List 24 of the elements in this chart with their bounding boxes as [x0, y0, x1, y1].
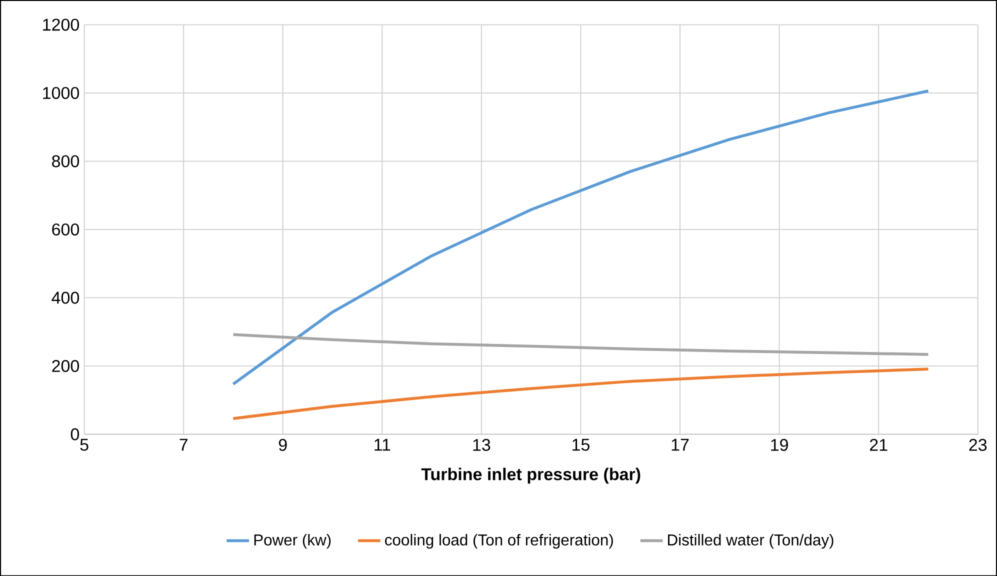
x-tick-label: 15 [572, 438, 590, 451]
x-tick-label: 17 [672, 438, 689, 450]
legend-label: Distilled water (Ton/day) [668, 534, 834, 548]
x-tick-label: 5 [80, 438, 88, 451]
legend-label: cooling load (Ton of refrigeration) [385, 534, 613, 548]
line-series [232, 89, 930, 386]
line-series [232, 333, 930, 356]
x-axis-title: Turbine inlet pressure (bar) [421, 468, 640, 484]
x-tick-label: 11 [374, 438, 390, 450]
y-tick-label: 800 [52, 155, 80, 168]
y-tick-label: 1000 [43, 86, 80, 99]
x-tick-label: 13 [473, 438, 490, 451]
x-tick-label: 21 [870, 438, 888, 451]
x-tick-label: 7 [180, 438, 188, 450]
x-tick-label: 19 [771, 438, 788, 451]
line-series [232, 368, 930, 420]
legend-label: Power (kw) [254, 534, 331, 548]
y-tick-label: 200 [52, 360, 80, 372]
x-tick-label: 23 [969, 438, 987, 451]
y-tick-label: 600 [52, 223, 80, 236]
y-tick-label: 400 [52, 292, 80, 304]
y-tick-label: 1200 [43, 18, 80, 31]
x-tick-label: 9 [278, 438, 287, 451]
y-tick-label: 0 [70, 428, 80, 440]
